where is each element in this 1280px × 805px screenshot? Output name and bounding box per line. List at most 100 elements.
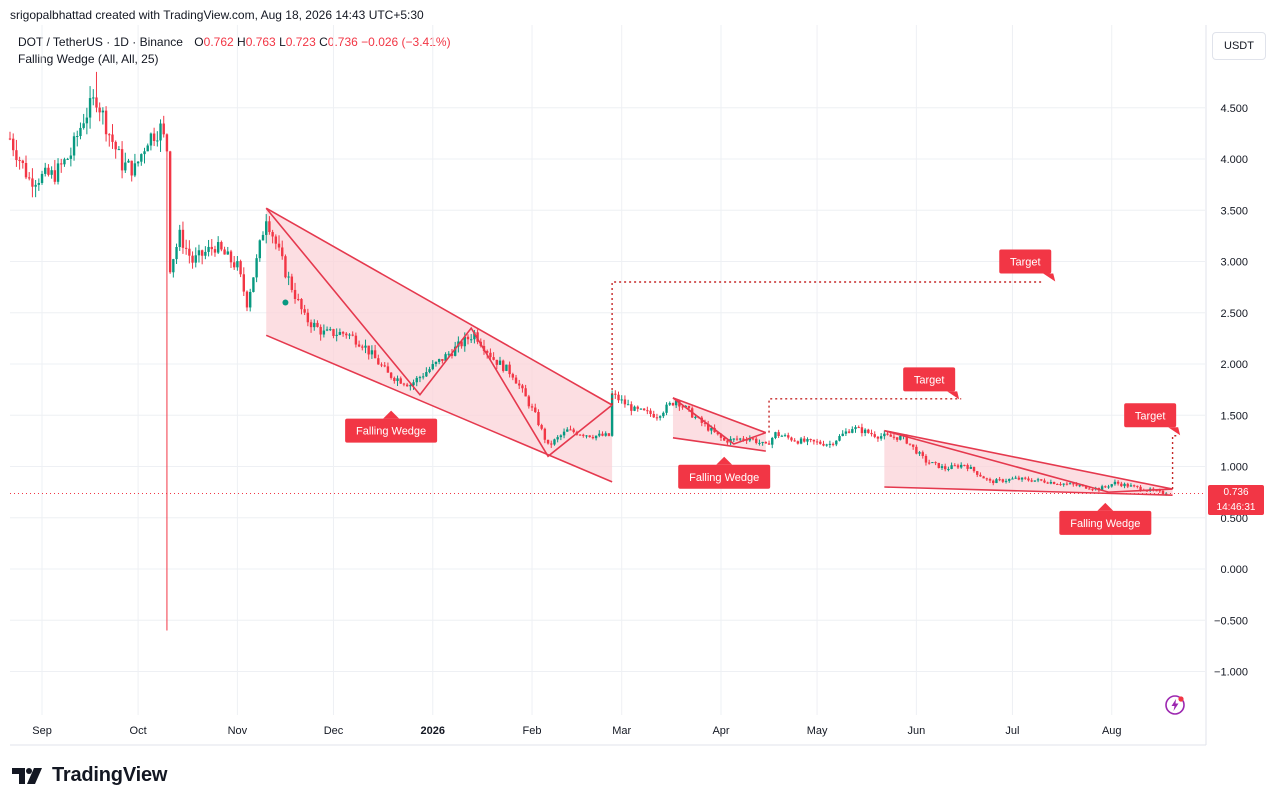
target-label-text: Target [1010,257,1041,269]
candle-body [995,479,998,484]
candle-body [428,369,431,373]
candle-body [300,299,303,310]
candle-body [569,429,572,431]
candle-body [940,466,944,468]
candle-body [8,138,12,140]
candle-body [1084,485,1088,489]
candle-body [1078,485,1081,487]
candle-body [466,336,470,340]
candle-body [88,98,92,118]
candle-body [53,170,57,182]
candle-body [751,438,755,440]
currency-button[interactable]: USDT [1212,32,1266,60]
wedge-fill [266,208,613,482]
candle-body [774,432,777,438]
candle-body [960,464,963,468]
candle-body [815,441,819,443]
open-label: O [194,35,204,49]
candle-body [1116,481,1120,484]
candle-body [559,435,563,438]
candle-body [31,178,34,187]
candle-body [207,246,210,252]
candle-body [473,332,476,340]
change-value: −0.026 (−3.41%) [361,35,451,49]
candle-body [476,332,479,342]
wedge-label-box [345,418,438,443]
candle-body [34,184,37,187]
candle-body [755,438,758,443]
candle-body [873,434,876,437]
lightning-icon[interactable] [1164,694,1186,716]
candle-body [15,150,18,161]
candle-body [290,276,294,290]
candle-body [56,163,60,182]
candle-body [646,410,649,412]
event-dot [282,299,289,306]
candle-body [1014,477,1017,479]
candle-body [844,431,848,434]
x-tick-label: May [807,725,828,737]
candle-body [380,364,383,366]
y-tick-label: 2.500 [1220,308,1248,320]
symbol-title[interactable]: DOT / TetherUS · 1D · Binance [18,35,183,49]
candle-body [1059,484,1062,486]
candle-body [322,330,326,335]
candle-body [236,261,239,268]
candle-body [313,322,316,328]
candle-body [178,229,181,247]
candle-body [982,476,985,479]
candle-body [518,383,521,386]
x-tick-label: Sep [32,725,52,737]
candle-body [136,161,140,164]
chart-credit: srigopalbhattad created with TradingView… [10,8,424,22]
candle-body [822,443,825,446]
candle-body [364,345,367,348]
candle-body [956,465,960,468]
y-tick-label: 1.500 [1220,410,1248,422]
symbol-legend: DOT / TetherUS · 1D · Binance O0.762 H0.… [18,35,451,49]
tradingview-brand: TradingView [52,764,168,786]
candle-body [1008,479,1011,481]
candle-body [950,465,953,469]
candle-body [527,396,531,407]
candle-body [232,262,236,268]
wedge-label-pointer [383,410,400,419]
candle-body [265,221,268,235]
candle-body [268,221,271,233]
candle-body [303,309,306,313]
candle-body [911,444,915,447]
candle-body [453,346,457,356]
candle-body [1091,489,1094,491]
candle-body [184,247,188,249]
candle-body [431,364,434,370]
candle-body [1145,490,1149,492]
candle-body [905,435,908,444]
candle-body [1107,486,1110,488]
candle-body [415,377,418,383]
candle-body [92,97,95,99]
high-label: H [237,35,246,49]
candle-body [594,435,598,439]
target-label-pointer [1043,273,1056,282]
tradingview-logo[interactable]: TradingView [12,764,167,787]
high-value: 0.763 [245,35,276,49]
wedge-lower-line [672,437,766,452]
x-tick-label: 2026 [421,725,445,737]
candle-body [787,435,790,438]
candle-body [623,399,627,405]
candle-body [566,429,569,432]
candle-body [492,357,495,360]
wedge-label-box [678,464,771,489]
candle-body [76,136,79,138]
y-tick-label: 1.000 [1220,462,1248,474]
candle-body [892,436,896,438]
candle-body [668,403,671,405]
candle-body [152,133,156,142]
y-tick-label: 4.500 [1220,103,1248,115]
candle-body [450,353,454,356]
indicator-legend[interactable]: Falling Wedge (All, All, 25) [18,52,159,66]
candle-body [1136,485,1139,487]
candle-body [719,434,723,438]
candle-body [642,408,646,411]
